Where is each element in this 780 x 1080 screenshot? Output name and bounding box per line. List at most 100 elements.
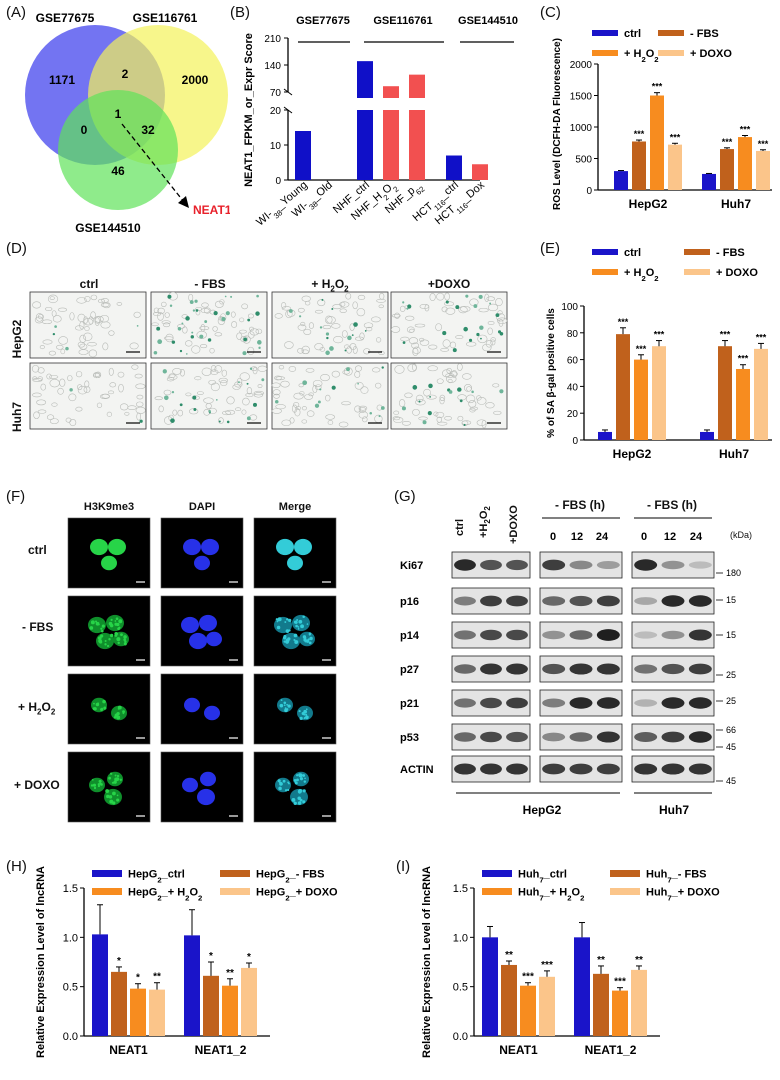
stain-spot: [189, 300, 194, 304]
cell-outline: [363, 348, 371, 355]
bar: [650, 95, 664, 190]
legend-swatch: [482, 870, 512, 877]
panel-label-b: (B): [230, 4, 250, 21]
stain-spot: [226, 420, 230, 424]
cell-outline: [225, 409, 236, 415]
cell-outline: [272, 389, 281, 396]
foci: [116, 711, 120, 716]
cell-outline: [118, 383, 124, 393]
cell-outline: [219, 299, 225, 305]
foci: [293, 801, 297, 806]
cell-outline: [32, 378, 43, 382]
cell-outline: [274, 313, 283, 319]
bar: [736, 368, 750, 440]
cell-outline: [399, 305, 406, 312]
significance-mark: *: [209, 951, 213, 962]
cell-outline: [394, 312, 400, 319]
cell-outline: [426, 394, 437, 400]
y-tick-label: 1.5: [453, 883, 468, 895]
foci: [280, 699, 283, 702]
cell-outline: [135, 406, 146, 414]
foci: [91, 778, 94, 781]
legend-label: HepG2_ctrl: [128, 869, 185, 885]
bar: [702, 173, 716, 190]
stain-spot: [442, 331, 447, 336]
cell-outline: [101, 393, 110, 399]
foci: [116, 637, 121, 642]
group-label: GSE116761: [373, 15, 432, 27]
stain-spot: [274, 399, 279, 404]
foci: [103, 706, 107, 710]
bar: [409, 74, 425, 98]
cell-outline: [83, 386, 91, 393]
foci: [297, 796, 301, 800]
cell-outline: [37, 409, 47, 414]
foci: [102, 699, 106, 704]
cell-outline: [345, 292, 352, 300]
stain-spot: [479, 325, 484, 330]
cell-outline: [69, 418, 77, 427]
cell-outline: [314, 343, 324, 351]
stain-spot: [331, 308, 334, 310]
foci: [108, 638, 111, 641]
stain-spot: [401, 406, 406, 411]
stain-spot: [344, 349, 347, 352]
stain-spot: [213, 311, 218, 316]
stain-spot: [195, 309, 199, 312]
cell-outline: [419, 303, 430, 309]
stain-spot: [167, 294, 172, 299]
band: [661, 560, 685, 570]
x-tick-label: HepG2: [629, 197, 668, 211]
cell-outline: [465, 394, 476, 404]
nucleus: [276, 538, 294, 556]
stain-spot: [457, 387, 462, 392]
cell-outline: [210, 382, 220, 392]
fluor-image: [160, 595, 244, 667]
cell-outline: [166, 377, 175, 382]
foci: [279, 703, 284, 708]
cell-outline: [378, 304, 384, 309]
microscopy-d: ctrl - FBS + H2O2 +DOXO HepG2 Huh7: [0, 240, 520, 480]
stain-spot: [207, 338, 212, 342]
bar: [668, 144, 682, 190]
cell-outline: [411, 342, 420, 349]
foci: [276, 620, 279, 623]
stain-spot: [69, 388, 73, 392]
cell-outline: [306, 410, 315, 417]
cell-outline: [436, 421, 448, 426]
band: [506, 559, 528, 571]
foci: [297, 628, 300, 630]
cell-outline: [37, 314, 44, 320]
legend-label: Huh7_ctrl: [518, 869, 567, 885]
time-lane-label: 24: [690, 531, 703, 543]
blot-lane-label: +DOXO: [508, 505, 520, 544]
stain-spot: [326, 336, 329, 340]
stain-spot: [364, 330, 367, 332]
cell-outline: [77, 384, 83, 391]
y-axis-label: NEAT1_FPKM_or_Expr Score: [243, 33, 255, 187]
cell-outline: [154, 396, 163, 401]
micro-d-col-label: + H2O2: [311, 277, 349, 294]
stain-spot: [476, 332, 480, 337]
nucleus: [194, 555, 210, 571]
micro-f-grid: [67, 517, 337, 823]
band: [569, 732, 593, 742]
cell-outline: [151, 322, 159, 327]
legend-label: HepG2_- FBS: [256, 869, 324, 885]
foci: [115, 617, 119, 621]
cell-outline: [51, 402, 58, 407]
foci: [100, 707, 104, 712]
legend-swatch: [592, 50, 618, 56]
y-tick-label: 140: [264, 61, 281, 72]
fluor-image: [253, 517, 337, 589]
cell-outline: [208, 379, 216, 385]
bar: [357, 110, 373, 180]
bar: [754, 348, 768, 440]
cell-outline: [444, 416, 452, 421]
cell-outline: [427, 365, 438, 372]
stain-spot: [489, 302, 492, 305]
cell-outline: [352, 346, 358, 354]
cell-outline: [214, 332, 223, 337]
cell-outline: [45, 306, 53, 312]
cell-outline: [214, 300, 224, 308]
